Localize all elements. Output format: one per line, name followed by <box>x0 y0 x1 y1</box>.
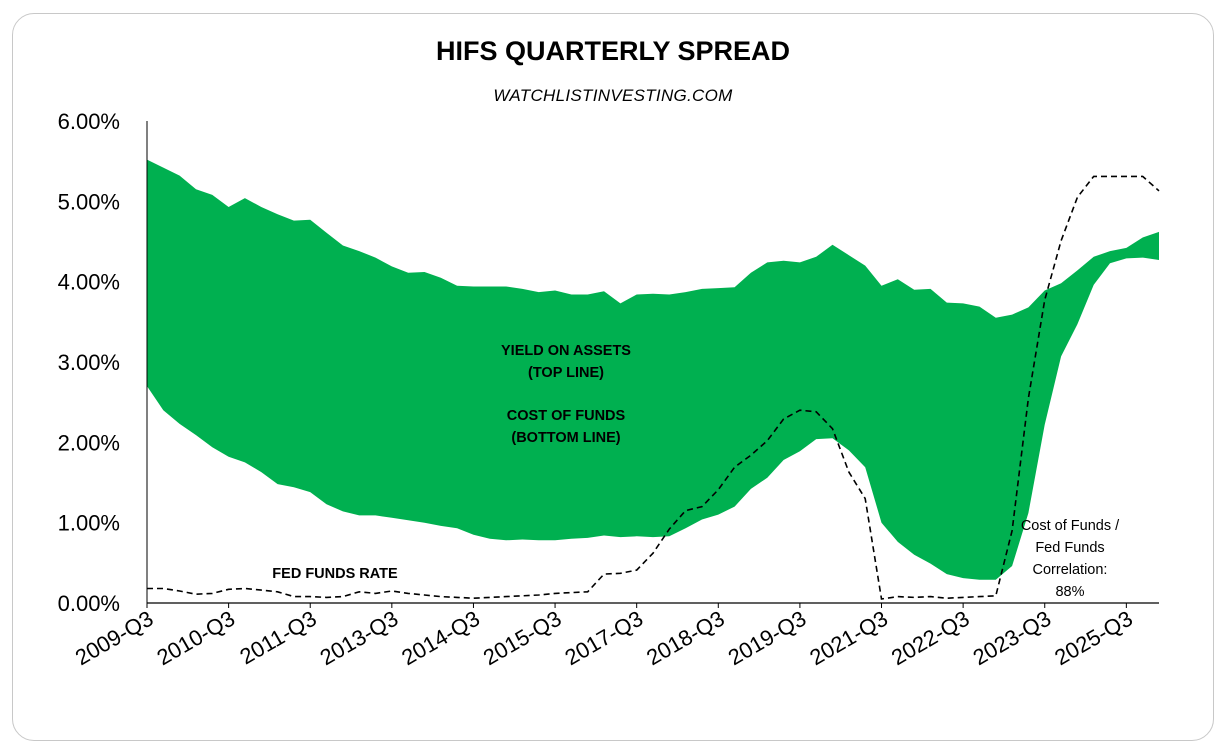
y-tick-label: 2.00% <box>58 430 120 455</box>
x-tick-label: 2011-Q3 <box>235 606 320 670</box>
y-tick-label: 0.00% <box>58 591 120 616</box>
x-tick-label: 2014-Q3 <box>397 606 484 670</box>
spread-area <box>147 159 1159 580</box>
x-tick-label: 2017-Q3 <box>561 606 648 670</box>
cost-annotation-line1: COST OF FUNDS <box>507 408 626 424</box>
y-tick-label: 4.00% <box>58 270 120 295</box>
y-tick-label: 5.00% <box>58 189 120 214</box>
x-tick-label: 2018-Q3 <box>642 606 729 670</box>
correlation-line4: 88% <box>1055 584 1084 600</box>
x-tick-label: 2015-Q3 <box>479 606 566 670</box>
chart-subtitle: WATCHLISTINVESTING.COM <box>493 86 733 105</box>
fed-funds-annotation: FED FUNDS RATE <box>272 566 398 582</box>
correlation-line3: Correlation: <box>1033 562 1108 578</box>
x-tick-label: 2025-Q3 <box>1050 606 1137 670</box>
x-tick-label: 2023-Q3 <box>969 606 1056 670</box>
fed-funds-line <box>147 175 1160 600</box>
correlation-line1: Cost of Funds / <box>1021 518 1120 534</box>
y-tick-label: 1.00% <box>58 511 120 536</box>
y-tick-labels: 0.00% 1.00% 2.00% 3.00% 4.00% 5.00% 6.00% <box>58 109 120 616</box>
x-tick-label: 2022-Q3 <box>887 606 974 670</box>
yield-annotation-line2: (TOP LINE) <box>528 365 604 381</box>
cost-annotation-line2: (BOTTOM LINE) <box>511 430 620 446</box>
y-tick-label: 3.00% <box>58 350 120 375</box>
y-tick-label: 6.00% <box>58 109 120 134</box>
correlation-line2: Fed Funds <box>1035 540 1104 556</box>
x-tick-label: 2010-Q3 <box>152 606 239 670</box>
chart-title: HIFS QUARTERLY SPREAD <box>436 36 790 66</box>
x-tick-label: 2019-Q3 <box>724 606 811 670</box>
x-tick-labels: 2009-Q32010-Q32011-Q32013-Q32014-Q32015-… <box>71 603 1137 670</box>
x-tick-label: 2013-Q3 <box>316 606 403 670</box>
x-tick-label: 2021-Q3 <box>805 606 892 670</box>
yield-annotation-line1: YIELD ON ASSETS <box>501 343 631 359</box>
